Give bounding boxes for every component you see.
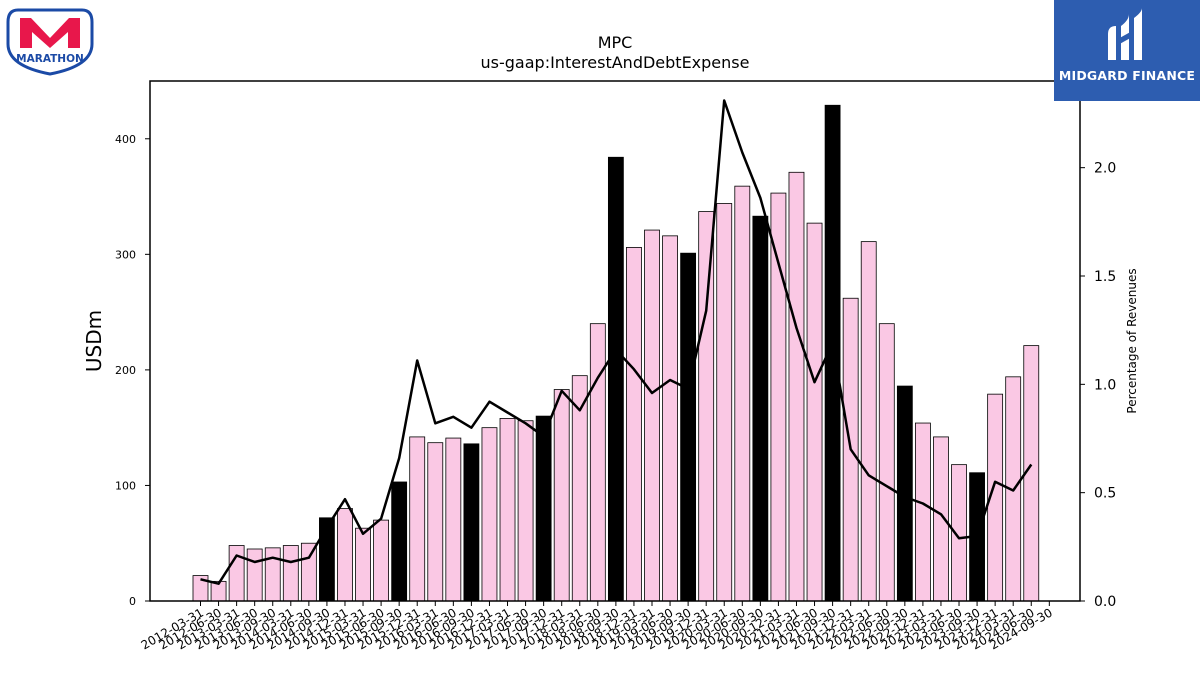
y2-tick-label: 0.5 bbox=[1094, 486, 1116, 502]
bar bbox=[409, 436, 426, 602]
bar bbox=[517, 420, 534, 602]
y2-tick-label: 1.0 bbox=[1094, 377, 1116, 393]
x-axis: 2012-03-312012-06-302013-03-312013-06-30… bbox=[139, 601, 1055, 652]
bar bbox=[246, 548, 263, 602]
y2-axis-label: Percentage of Revenues bbox=[1125, 268, 1139, 413]
bar bbox=[373, 519, 390, 602]
bar bbox=[553, 389, 570, 602]
bar bbox=[427, 442, 444, 602]
bar bbox=[282, 545, 299, 602]
y2-tick-label: 2.0 bbox=[1094, 161, 1116, 177]
chart-subtitle: us-gaap:InterestAndDebtExpense bbox=[481, 53, 750, 72]
bar bbox=[319, 517, 335, 602]
midgard-logo-text: MIDGARD FINANCE bbox=[1058, 68, 1196, 83]
bar bbox=[662, 235, 678, 602]
bar bbox=[806, 222, 823, 602]
y-tick-label: 200 bbox=[115, 364, 136, 377]
bar bbox=[933, 436, 949, 602]
y-axis-right: 0.0 0.5 1.0 1.5 2.0 bbox=[1080, 161, 1116, 610]
bar bbox=[391, 481, 408, 602]
bar bbox=[589, 323, 606, 602]
pct-line bbox=[200, 99, 1033, 585]
bar bbox=[698, 211, 715, 602]
bar bbox=[264, 547, 281, 602]
bar bbox=[228, 545, 245, 602]
bar bbox=[734, 185, 751, 602]
bar bbox=[481, 427, 498, 602]
bar bbox=[752, 215, 769, 602]
marathon-shield-icon bbox=[6, 8, 94, 76]
bar bbox=[878, 323, 895, 602]
bar bbox=[788, 171, 805, 602]
y-axis-label: USDm bbox=[82, 310, 106, 372]
bar bbox=[535, 415, 552, 602]
bar bbox=[355, 527, 371, 602]
bar bbox=[915, 422, 931, 602]
bar bbox=[860, 241, 877, 602]
y-tick-label: 100 bbox=[115, 479, 136, 492]
y-tick-label: 300 bbox=[115, 248, 136, 261]
plot-frame bbox=[149, 80, 1081, 602]
bar bbox=[770, 192, 787, 602]
midgard-emblem-icon bbox=[1108, 8, 1142, 60]
bar bbox=[463, 443, 480, 602]
bar-series bbox=[192, 104, 1040, 602]
bar bbox=[607, 156, 624, 602]
y-axis-left: 0 100 200 300 400 bbox=[115, 133, 150, 608]
marathon-logo: MARATHON bbox=[4, 4, 98, 76]
chart-title: MPC bbox=[598, 33, 633, 52]
bar bbox=[445, 437, 462, 602]
bar bbox=[300, 542, 317, 602]
y-tick-label: 400 bbox=[115, 133, 136, 146]
marathon-logo-text: MARATHON bbox=[16, 53, 84, 65]
bar bbox=[337, 508, 353, 602]
midgard-finance-logo: MIDGARD FINANCE bbox=[1054, 0, 1200, 101]
y-tick-label: 0 bbox=[129, 595, 136, 608]
bar bbox=[716, 203, 733, 602]
bar bbox=[626, 246, 642, 602]
bar bbox=[644, 229, 660, 602]
pct-line-series bbox=[200, 99, 1033, 585]
bar bbox=[680, 252, 697, 602]
y2-tick-label: 1.5 bbox=[1094, 269, 1116, 285]
bar bbox=[499, 418, 516, 602]
y2-tick-label: 0.0 bbox=[1094, 594, 1116, 610]
